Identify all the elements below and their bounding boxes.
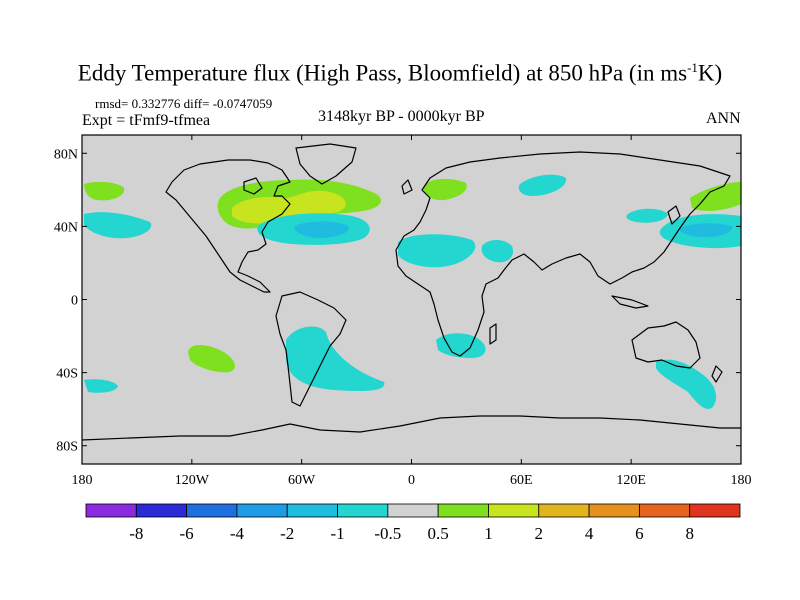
coast-japan <box>667 205 681 225</box>
lon-tick-label: 180 <box>731 473 752 488</box>
colorbar-swatch <box>588 503 640 518</box>
lat-tick-label: 0 <box>71 294 78 309</box>
coast-south-america <box>275 291 347 407</box>
anomaly-south-america-cyan <box>286 326 385 392</box>
plot-title: Eddy Temperature flux (High Pass, Bloomf… <box>0 60 800 87</box>
period-label: 3148kyr BP - 0000kyr BP <box>318 108 485 125</box>
anomaly-arabia-cyan <box>481 240 514 263</box>
colorbar-swatch <box>186 503 238 518</box>
title-unit-end: K) <box>697 60 723 86</box>
colorbar-label: -6 <box>180 524 194 543</box>
coast-north-america <box>165 159 291 293</box>
coastlines <box>81 143 741 441</box>
anomaly-atlantic-yellow <box>232 190 346 224</box>
colorbar-label: -2 <box>280 524 294 543</box>
stats-text: rmsd= 0.332776 diff= -0.0747059 <box>95 96 273 111</box>
colorbar-swatch <box>286 503 338 518</box>
anomaly-north-atlantic-core <box>294 221 349 238</box>
anomaly-australia-cyan <box>656 359 717 409</box>
colorbar-swatch <box>437 503 489 518</box>
anomaly-pacific-east-green <box>690 182 741 211</box>
anomaly-europe-green <box>423 178 467 201</box>
coast-greenland <box>295 143 357 185</box>
lat-tick-label: 40N <box>54 220 78 235</box>
colorbar-label: -0.5 <box>374 524 401 543</box>
colorbar-swatch <box>85 503 137 518</box>
lat-tick-label: 80N <box>54 147 78 162</box>
anomaly-pacific-west-green <box>84 181 125 201</box>
season-label: ANN <box>706 110 741 127</box>
colorbar-swatch <box>488 503 540 518</box>
coast-british-isles <box>401 179 413 195</box>
anomaly-fields <box>84 174 741 409</box>
anomaly-africa-cyan <box>398 234 476 268</box>
coast-australia <box>631 321 701 369</box>
anomaly-south-pacific-green <box>188 344 235 373</box>
title-exponent: -1 <box>687 60 698 75</box>
colorbar-label: 1 <box>484 524 493 543</box>
colorbar-swatch <box>638 503 691 518</box>
map-background <box>82 135 741 464</box>
colorbar-swatch <box>135 503 188 518</box>
colorbar-swatch <box>689 503 741 518</box>
anomaly-siberia-cyan <box>518 174 567 196</box>
colorbar-swatch <box>236 503 288 518</box>
colorbar-swatch <box>337 503 389 518</box>
coast-indonesia <box>611 295 649 309</box>
lon-tick-label: 60W <box>288 473 316 488</box>
title-text: Eddy Temperature flux (High Pass, Bloomf… <box>77 60 688 86</box>
colorbar-label: 4 <box>585 524 594 543</box>
anomaly-south-pacific-west-cyan <box>84 379 118 393</box>
colorbar-label: 2 <box>535 524 544 543</box>
coast-madagascar <box>489 323 497 345</box>
coast-hudson-bay <box>243 177 263 195</box>
lon-tick-label: 120W <box>175 473 210 488</box>
coast-africa-eurasia <box>395 151 731 357</box>
anomaly-central-asia-cyan <box>626 208 668 223</box>
colorbar-label: -4 <box>230 524 245 543</box>
lat-tick-label: 80S <box>56 440 78 455</box>
lon-tick-label: 60E <box>510 473 533 488</box>
map-axes: 80N 40N 0 40S 80S 180 120W 60W 0 60E 120E 180 <box>54 135 752 488</box>
lat-tick-label: 40S <box>56 367 78 382</box>
colorbar-label: 0.5 <box>428 524 449 543</box>
colorbar-swatch <box>387 503 439 518</box>
coast-new-zealand <box>711 365 723 383</box>
lon-tick-label: 0 <box>408 473 415 488</box>
coast-antarctica <box>81 415 741 441</box>
colorbar-label: 8 <box>685 524 694 543</box>
anomaly-north-pacific-west-cyan <box>84 212 152 239</box>
lon-tick-label: 120E <box>616 473 646 488</box>
anomaly-north-pacific-core <box>679 223 733 238</box>
lon-tick-label: 180 <box>72 473 93 488</box>
colorbar-swatch <box>538 503 590 518</box>
colorbar-label: 6 <box>635 524 644 543</box>
colorbar: -8 -6 -4 -2 -1 -0.5 0.5 1 2 4 6 8 <box>85 503 741 543</box>
experiment-label: Expt = tFmf9-tfmea <box>82 112 211 129</box>
colorbar-label: -1 <box>330 524 344 543</box>
colorbar-label: -8 <box>129 524 143 543</box>
